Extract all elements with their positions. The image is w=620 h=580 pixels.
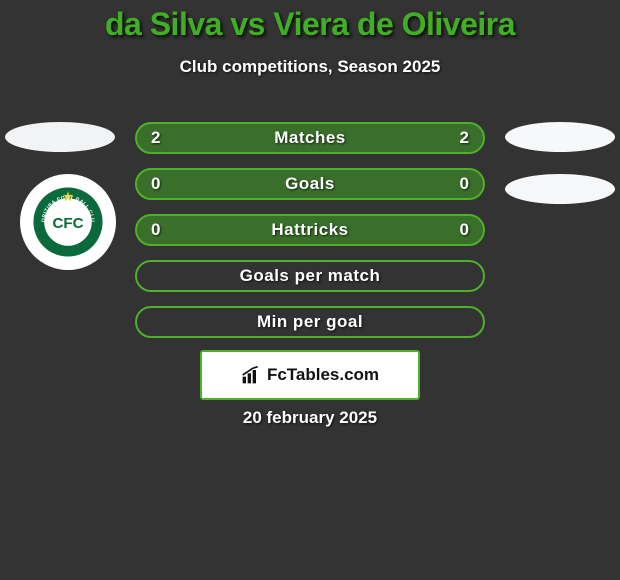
coritiba-crest-icon: CORITIBA FOOT BALL CLUB CFC PARANÁ [32,186,104,258]
stat-row-matches: 2 Matches 2 [135,122,485,154]
stat-right-value: 2 [460,128,469,148]
left-team-badge-placeholder [5,122,115,152]
stat-label: Matches [274,128,346,148]
brand-label: FcTables.com [267,365,379,385]
date-label: 20 february 2025 [0,408,620,428]
left-club-crest: CORITIBA FOOT BALL CLUB CFC PARANÁ [20,174,116,270]
page-title: da Silva vs Viera de Oliveira [0,0,620,43]
stat-label: Hattricks [271,220,348,240]
stat-left-value: 2 [151,128,160,148]
stat-label: Goals [285,174,335,194]
stat-right-value: 0 [460,220,469,240]
stat-left-value: 0 [151,220,160,240]
stat-row-goals: 0 Goals 0 [135,168,485,200]
stat-left-value: 0 [151,174,160,194]
right-team-badge-placeholder-1 [505,122,615,152]
stats-list: 2 Matches 2 0 Goals 0 0 Hattricks 0 Goal… [135,122,485,352]
stat-right-value: 0 [460,174,469,194]
stat-row-min-per-goal: Min per goal [135,306,485,338]
right-team-badge-placeholder-2 [505,174,615,204]
brand-card[interactable]: FcTables.com [200,350,420,400]
stat-row-goals-per-match: Goals per match [135,260,485,292]
bar-chart-icon [241,365,261,385]
stat-label: Goals per match [240,266,381,286]
stat-label: Min per goal [257,312,363,332]
stat-row-hattricks: 0 Hattricks 0 [135,214,485,246]
svg-text:CFC: CFC [52,215,83,232]
subtitle: Club competitions, Season 2025 [0,57,620,77]
